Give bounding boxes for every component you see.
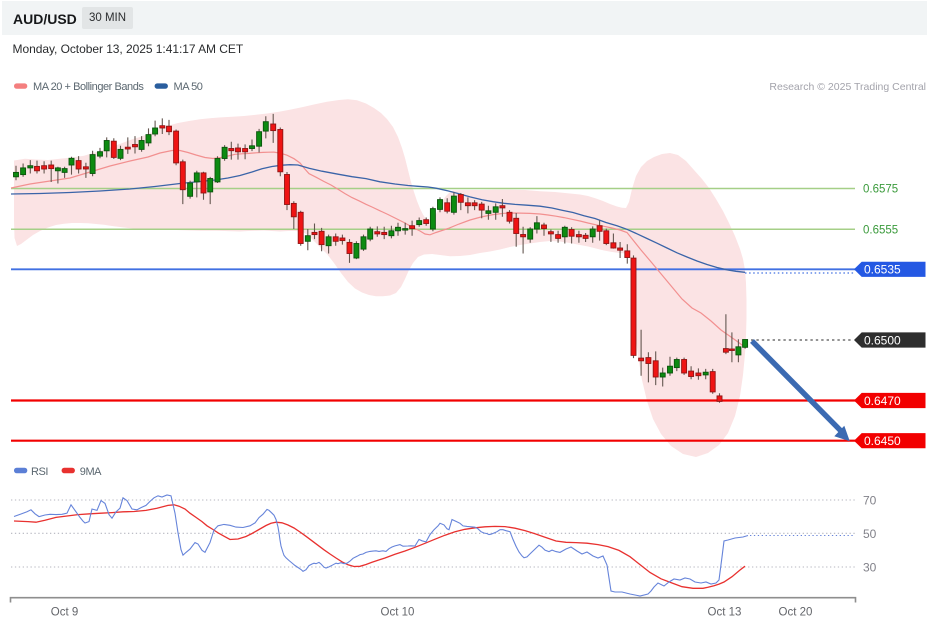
svg-text:0.6555: 0.6555 bbox=[863, 224, 898, 236]
svg-text:30: 30 bbox=[863, 561, 877, 575]
svg-text:Oct 9: Oct 9 bbox=[51, 607, 78, 619]
svg-text:0.6470: 0.6470 bbox=[864, 394, 901, 408]
svg-text:MA 20 + Bollinger Bands: MA 20 + Bollinger Bands bbox=[33, 81, 144, 93]
svg-text:Research © 2025 Trading Centra: Research © 2025 Trading Central bbox=[769, 81, 926, 93]
svg-text:0.6500: 0.6500 bbox=[864, 333, 901, 347]
svg-text:0.6575: 0.6575 bbox=[863, 184, 898, 196]
svg-text:Oct 20: Oct 20 bbox=[779, 607, 813, 619]
svg-text:MA 50: MA 50 bbox=[174, 81, 203, 93]
svg-text:9MA: 9MA bbox=[80, 466, 102, 478]
svg-text:50: 50 bbox=[863, 527, 877, 541]
svg-text:Oct 10: Oct 10 bbox=[381, 607, 415, 619]
svg-text:Oct 13: Oct 13 bbox=[708, 607, 742, 619]
svg-text:0.6535: 0.6535 bbox=[864, 263, 901, 277]
svg-text:RSI: RSI bbox=[31, 466, 48, 478]
svg-text:0.6450: 0.6450 bbox=[864, 434, 901, 448]
svg-text:70: 70 bbox=[863, 494, 877, 508]
